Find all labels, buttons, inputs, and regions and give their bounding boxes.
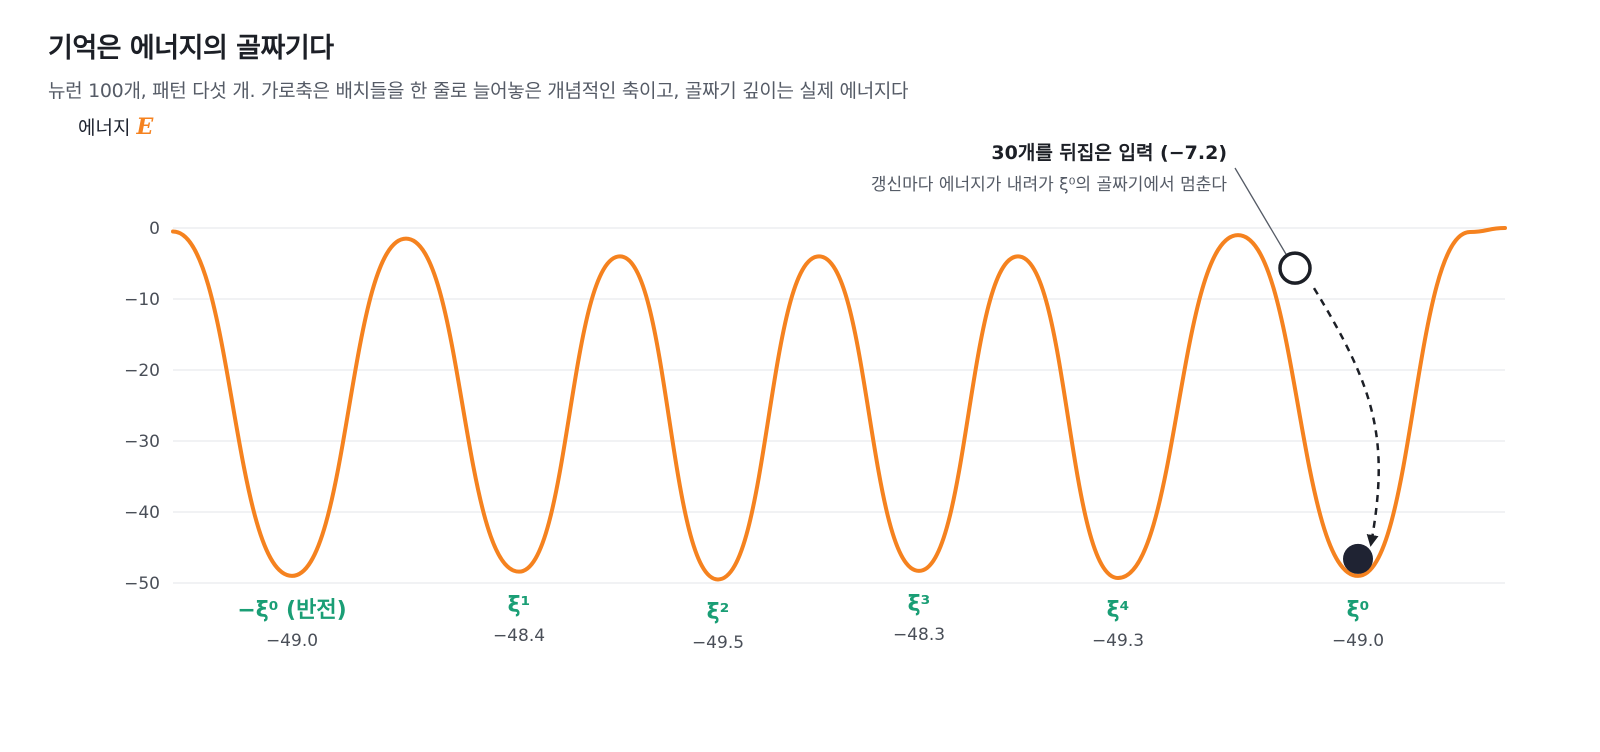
chart-subtitle: 뉴런 100개, 패턴 다섯 개. 가로축은 배치들을 한 줄로 늘어놓은 개념…: [48, 80, 909, 102]
well-label: ξ²: [707, 600, 730, 625]
y-axis-label: 에너지 E: [78, 114, 154, 140]
annotation-leader-line: [1234, 167, 1287, 255]
well-label: −ξ⁰ (반전): [237, 598, 346, 623]
well-label: ξ³: [908, 592, 931, 617]
y-tick-label: 0: [149, 219, 160, 239]
annotation-subtitle: 갱신마다 에너지가 내려가 ξ⁰의 골짜기에서 멈춘다: [871, 175, 1227, 195]
y-tick-label: −20: [124, 361, 160, 381]
input-state-marker: [1278, 251, 1312, 285]
well-label: ξ⁴: [1107, 598, 1130, 623]
y-tick-label: −40: [124, 503, 160, 523]
well-energy-value: −48.3: [893, 625, 945, 645]
well-label: ξ⁰: [1347, 598, 1370, 623]
y-tick-label: −50: [124, 574, 160, 594]
y-tick-label: −10: [124, 290, 160, 310]
annotation: 30개를 뒤집은 입력 (−7.2) 갱신마다 에너지가 내려가 ξ⁰의 골짜기…: [871, 142, 1380, 574]
annotation-title: 30개를 뒤집은 입력 (−7.2): [991, 142, 1227, 164]
well-labels: −ξ⁰ (반전) −49.0 ξ¹ −48.4 ξ² −49.5 ξ³ −48.3 ξ⁴ −49.…: [237, 592, 1384, 653]
well-energy-value: −48.4: [493, 626, 545, 646]
well-energy-value: −49.0: [266, 631, 318, 651]
y-tick-label: −30: [124, 432, 160, 452]
chart-title: 기억은 에너지의 골짜기다: [48, 33, 334, 64]
settled-state-marker: [1343, 543, 1373, 574]
energy-curve: [171, 226, 1507, 582]
descent-arrow: [1312, 287, 1380, 547]
well-energy-value: −49.5: [692, 633, 744, 653]
well-label: ξ¹: [508, 593, 531, 618]
grid-lines: [173, 227, 1505, 584]
well-energy-value: −49.3: [1092, 631, 1144, 651]
well-energy-value: −49.0: [1332, 631, 1384, 651]
y-axis-symbol: E: [135, 114, 154, 140]
y-axis-ticks: 0 −10 −20 −30 −40 −50: [124, 219, 160, 594]
